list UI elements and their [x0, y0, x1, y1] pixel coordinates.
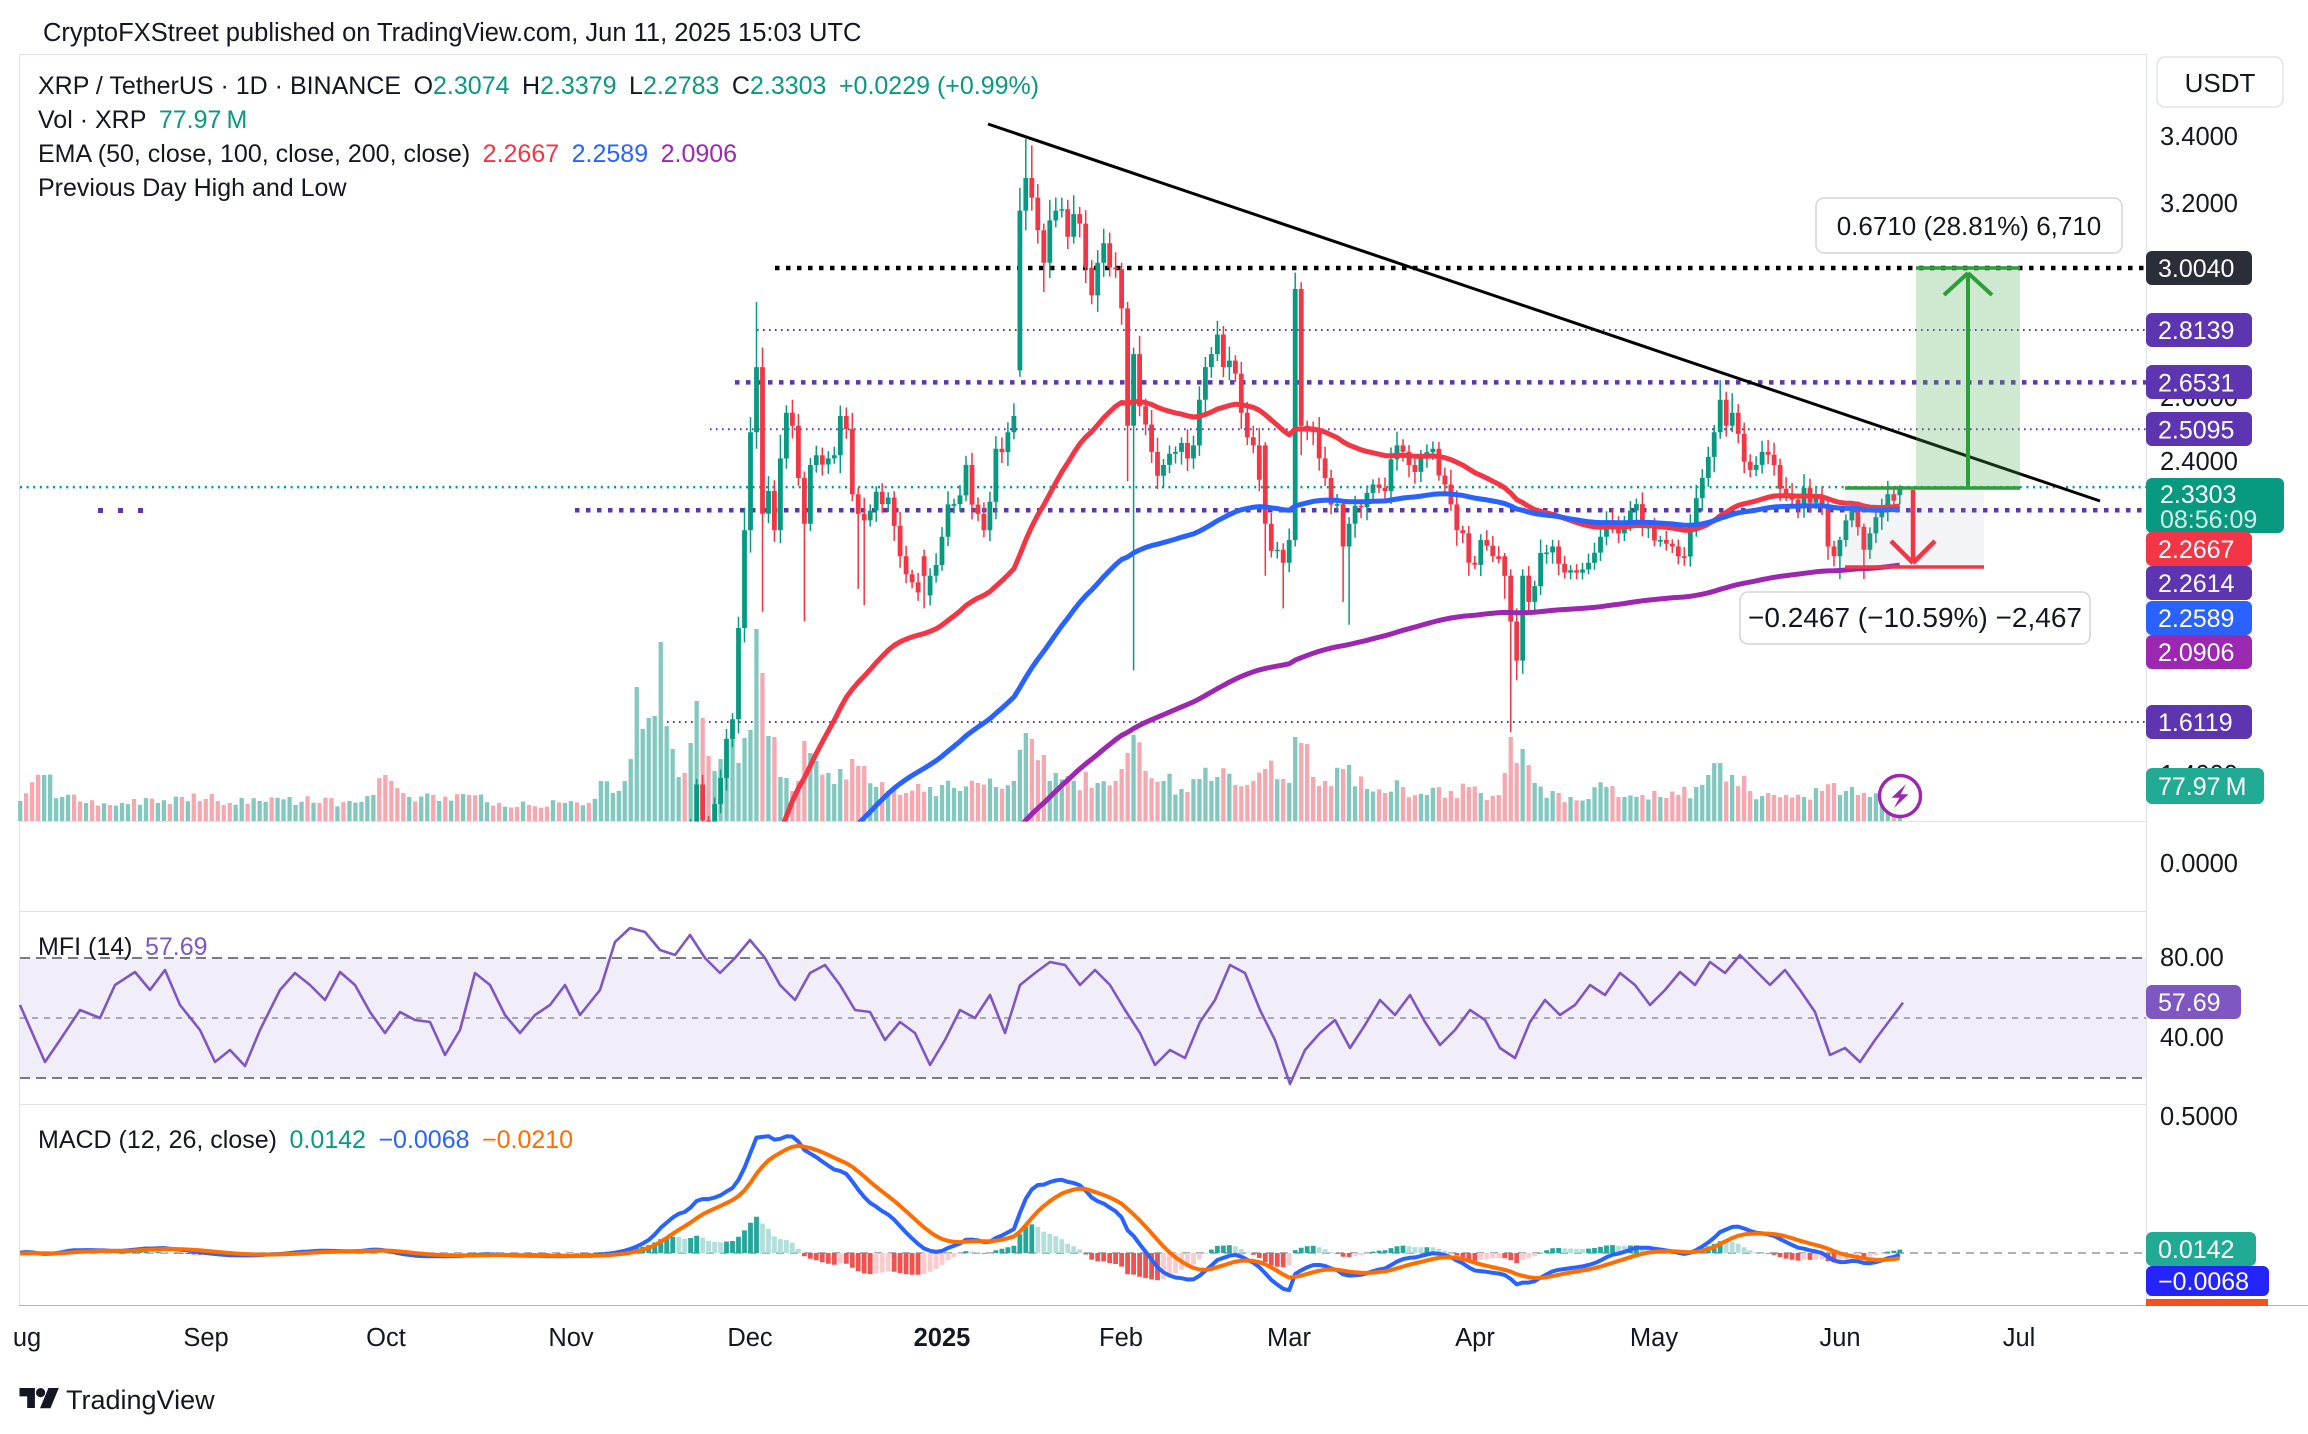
- svg-text:ug: ug: [13, 1324, 41, 1352]
- svg-text:Nov: Nov: [548, 1324, 594, 1352]
- svg-text:−0.0068: −0.0068: [2158, 1268, 2249, 1296]
- svg-text:−0.2467 (−10.59%) −2,467: −0.2467 (−10.59%) −2,467: [1748, 602, 2082, 633]
- svg-text:Jul: Jul: [2003, 1324, 2036, 1352]
- svg-text:Apr: Apr: [1455, 1324, 1495, 1352]
- svg-text:0.0142: 0.0142: [2158, 1236, 2234, 1264]
- svg-text:1.6119: 1.6119: [2158, 709, 2233, 737]
- svg-text:40.00: 40.00: [2160, 1024, 2224, 1052]
- svg-text:77.97 M: 77.97 M: [2158, 773, 2246, 801]
- svg-text:2.2667: 2.2667: [2158, 536, 2234, 564]
- svg-text:Vol · XRP 77.97 M: Vol · XRP 77.97 M: [38, 106, 247, 134]
- svg-text:USDT: USDT: [2185, 68, 2256, 98]
- svg-text:57.69: 57.69: [2158, 989, 2221, 1017]
- svg-text:2.8139: 2.8139: [2158, 317, 2234, 345]
- svg-text:2025: 2025: [914, 1324, 971, 1352]
- svg-text:0.6710 (28.81%) 6,710: 0.6710 (28.81%) 6,710: [1837, 211, 2102, 241]
- svg-text:MACD (12, 26, close) 0.0142 −0: MACD (12, 26, close) 0.0142 −0.0068 −0.0…: [38, 1126, 573, 1154]
- svg-text:Sep: Sep: [183, 1324, 228, 1352]
- svg-text:3.4000: 3.4000: [2160, 123, 2238, 151]
- svg-text:2.2589: 2.2589: [2158, 605, 2234, 633]
- svg-text:2.3303: 2.3303: [2160, 481, 2236, 509]
- svg-text:Dec: Dec: [727, 1324, 773, 1352]
- svg-text:MFI (14) 57.69: MFI (14) 57.69: [38, 933, 208, 961]
- svg-text:Oct: Oct: [366, 1324, 406, 1352]
- svg-text:08:56:09: 08:56:09: [2160, 506, 2257, 534]
- svg-text:Mar: Mar: [1267, 1324, 1311, 1352]
- svg-text:TradingView: TradingView: [66, 1385, 215, 1415]
- svg-text:3.0040: 3.0040: [2158, 255, 2234, 283]
- svg-text:EMA (50, close, 100, close, 20: EMA (50, close, 100, close, 200, close) …: [38, 140, 737, 168]
- svg-text:Feb: Feb: [1099, 1324, 1143, 1352]
- svg-text:CryptoFXStreet published on Tr: CryptoFXStreet published on TradingView.…: [43, 19, 861, 47]
- svg-text:2.5095: 2.5095: [2158, 416, 2234, 444]
- svg-text:2.2614: 2.2614: [2158, 570, 2235, 598]
- svg-text:2.4000: 2.4000: [2160, 448, 2238, 476]
- svg-text:0.5000: 0.5000: [2160, 1103, 2238, 1131]
- svg-text:Jun: Jun: [1819, 1324, 1860, 1352]
- svg-text:3.2000: 3.2000: [2160, 190, 2238, 218]
- svg-text:Previous Day High and Low: Previous Day High and Low: [38, 174, 347, 202]
- svg-text:XRP / TetherUS · 1D · BINANCE: XRP / TetherUS · 1D · BINANCE O2.3074 H2…: [38, 72, 1039, 100]
- svg-text:80.00: 80.00: [2160, 944, 2224, 972]
- svg-text:May: May: [1630, 1324, 1678, 1352]
- svg-text:2.6531: 2.6531: [2158, 369, 2234, 397]
- svg-text:2.0906: 2.0906: [2158, 639, 2234, 667]
- svg-text:0.0000: 0.0000: [2160, 850, 2238, 878]
